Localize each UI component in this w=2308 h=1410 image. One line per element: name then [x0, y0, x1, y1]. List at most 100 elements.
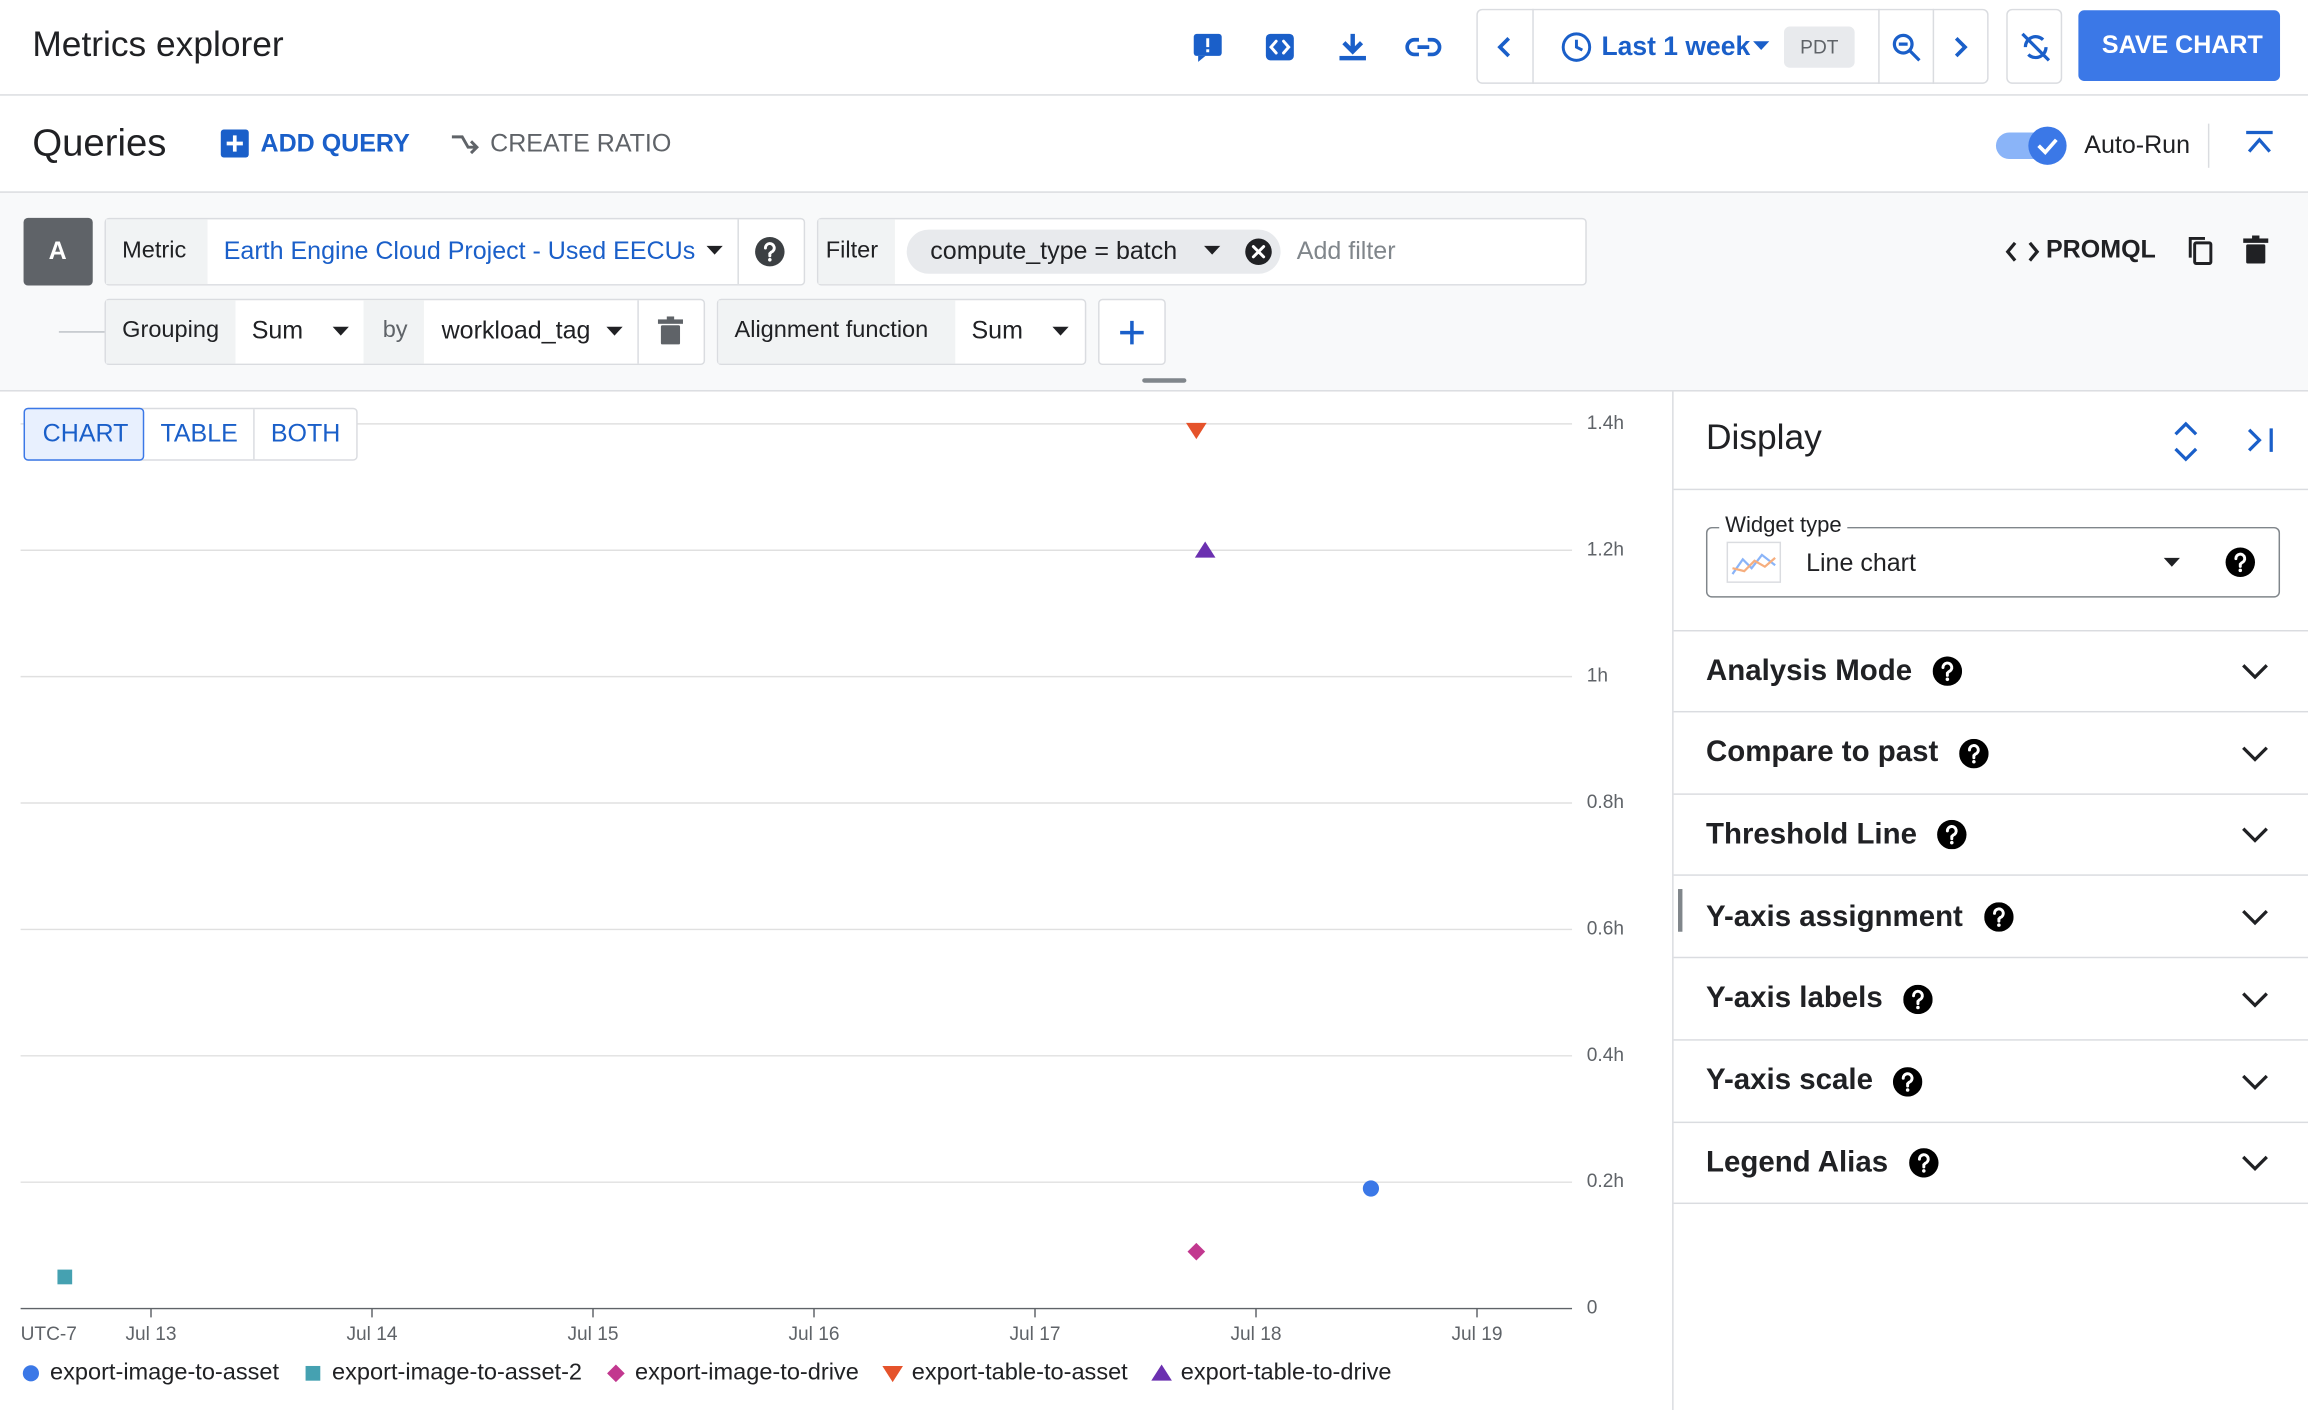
clock-icon — [1561, 32, 1592, 62]
expand-chevron[interactable] — [2242, 744, 2268, 762]
help-icon[interactable] — [2225, 547, 2256, 578]
resize-handle[interactable] — [1142, 378, 1187, 383]
dropdown-arrow[interactable] — [1204, 245, 1222, 258]
next-button[interactable] — [1950, 35, 1971, 59]
metric-select[interactable]: Earth Engine Cloud Project - Used EECUs — [223, 236, 696, 265]
sync-button[interactable] — [2006, 8, 2063, 84]
settings-section[interactable]: Analysis Mode — [1673, 631, 2308, 713]
settings-section[interactable]: Y-axis assignment — [1673, 877, 2308, 959]
settings-section[interactable]: Y-axis labels — [1673, 959, 2308, 1041]
help-icon[interactable] — [1958, 738, 1989, 768]
expand-chevron[interactable] — [2242, 1154, 2268, 1172]
code-icon[interactable] — [1264, 32, 1296, 61]
chart: 0 0.2h 0.4h 0.6h 0.8h 1h 1.2h 1.4h Jul 13 Jul 14 J… — [21, 413, 1624, 1385]
tab-selected[interactable] — [23, 407, 145, 461]
y-tick-label: 1h — [1587, 666, 1608, 687]
alignment-select[interactable]: Sum — [971, 316, 1023, 345]
section-title[interactable]: Compare to past — [1705, 736, 1939, 769]
dropdown-arrow[interactable] — [2163, 557, 2182, 570]
sync-off-icon[interactable] — [2020, 31, 2052, 63]
filter-value[interactable]: compute_type = batch — [930, 236, 1178, 265]
feedback-icon[interactable] — [1192, 31, 1224, 63]
help-icon[interactable] — [755, 236, 785, 267]
create-ratio[interactable]: CREATE RATIO — [490, 129, 672, 158]
tab[interactable]: BOTH — [270, 419, 341, 448]
label-cell — [718, 300, 956, 364]
save-label[interactable]: SAVE CHART — [2101, 30, 2263, 59]
expand-chevron[interactable] — [2242, 1072, 2268, 1090]
prev-button[interactable] — [1494, 35, 1515, 59]
section-title[interactable]: Y-axis scale — [1705, 1064, 1873, 1097]
settings-section[interactable]: Y-axis scale — [1673, 1041, 2308, 1123]
ratio-icon[interactable] — [450, 132, 479, 156]
timezone[interactable]: PDT — [1800, 36, 1839, 59]
settings-section[interactable]: Legend Alias — [1673, 1123, 2308, 1205]
help-icon[interactable] — [1937, 820, 1968, 850]
queries-title: Queries — [32, 119, 167, 165]
legend-marker — [305, 1365, 321, 1381]
widget-type[interactable]: Line chart — [1806, 549, 1916, 578]
section-title[interactable]: Legend Alias — [1705, 1146, 1889, 1179]
expand-chevron[interactable] — [2242, 826, 2268, 844]
expand-icon[interactable] — [2173, 421, 2199, 462]
download-icon[interactable] — [1337, 31, 1369, 63]
display-title: Display — [1705, 418, 1822, 458]
section-title[interactable]: Y-axis assignment — [1705, 900, 1963, 933]
expand-chevron[interactable] — [2242, 908, 2268, 926]
query-id-box[interactable] — [23, 217, 93, 286]
promql[interactable]: PROMQL — [2045, 235, 2156, 264]
time-picker — [1476, 8, 1989, 84]
help-icon[interactable] — [1983, 902, 2013, 932]
add-button[interactable] — [1098, 298, 1166, 366]
group-by-select[interactable]: workload_tag — [441, 316, 591, 345]
x-tick-label: Jul 19 — [1451, 1324, 1502, 1345]
plus-icon[interactable] — [1119, 319, 1145, 345]
divider — [1673, 629, 2308, 632]
add-filter[interactable]: Add filter — [1296, 236, 1396, 265]
add-icon[interactable] — [220, 129, 249, 158]
section-title[interactable]: Threshold Line — [1705, 818, 1917, 851]
help-icon[interactable] — [1903, 984, 1933, 1014]
app-title: Metrics explorer — [32, 25, 284, 65]
help-icon[interactable] — [1893, 1066, 1923, 1096]
auto-run-toggle[interactable] — [1994, 125, 2068, 166]
dropdown-arrow[interactable] — [332, 326, 351, 339]
time-range[interactable]: Last 1 week — [1601, 31, 1751, 62]
data-point — [1186, 422, 1207, 440]
y-tick-label: 0 — [1587, 1298, 1598, 1319]
settings-section[interactable]: Threshold Line — [1673, 795, 2308, 877]
copy-icon[interactable] — [2187, 236, 2213, 265]
collapse-icon[interactable] — [2245, 130, 2274, 156]
add-query[interactable]: ADD QUERY — [260, 129, 410, 158]
section-title[interactable]: Y-axis labels — [1705, 982, 1883, 1015]
remove-filter-icon[interactable] — [1244, 237, 1273, 266]
tab[interactable]: TABLE — [160, 419, 238, 448]
promql-icon[interactable] — [2005, 240, 2040, 264]
help-icon[interactable] — [1932, 656, 1963, 686]
link-icon[interactable] — [1405, 32, 1442, 61]
divider — [1532, 8, 1534, 84]
dropdown-arrow[interactable] — [606, 326, 624, 339]
x-tick-label: Jul 15 — [567, 1324, 618, 1345]
timezone-chip[interactable] — [1783, 26, 1855, 68]
grouping-select[interactable]: Sum — [251, 316, 304, 345]
help-icon[interactable] — [1908, 1148, 1939, 1178]
divider — [253, 409, 255, 460]
widget-type-select[interactable] — [1705, 526, 2281, 598]
delete-icon[interactable] — [657, 316, 684, 345]
tab[interactable]: CHART — [42, 419, 129, 448]
expand-chevron[interactable] — [2242, 990, 2268, 1008]
zoom-icon[interactable] — [1891, 32, 1923, 64]
dropdown-arrow[interactable] — [1052, 326, 1070, 339]
expand-chevron[interactable] — [2242, 662, 2268, 680]
close-panel-icon[interactable] — [2246, 427, 2275, 453]
metric-label: Metric — [122, 238, 187, 264]
dropdown-arrow[interactable] — [1753, 41, 1771, 53]
delete-icon[interactable] — [2243, 235, 2269, 265]
save-button[interactable] — [2078, 10, 2281, 81]
resize-handle[interactable] — [1678, 889, 1683, 932]
filter-chip[interactable] — [906, 229, 1281, 274]
section-title[interactable]: Analysis Mode — [1705, 654, 1913, 687]
settings-section[interactable]: Compare to past — [1673, 713, 2308, 795]
dropdown-arrow[interactable] — [706, 245, 725, 258]
